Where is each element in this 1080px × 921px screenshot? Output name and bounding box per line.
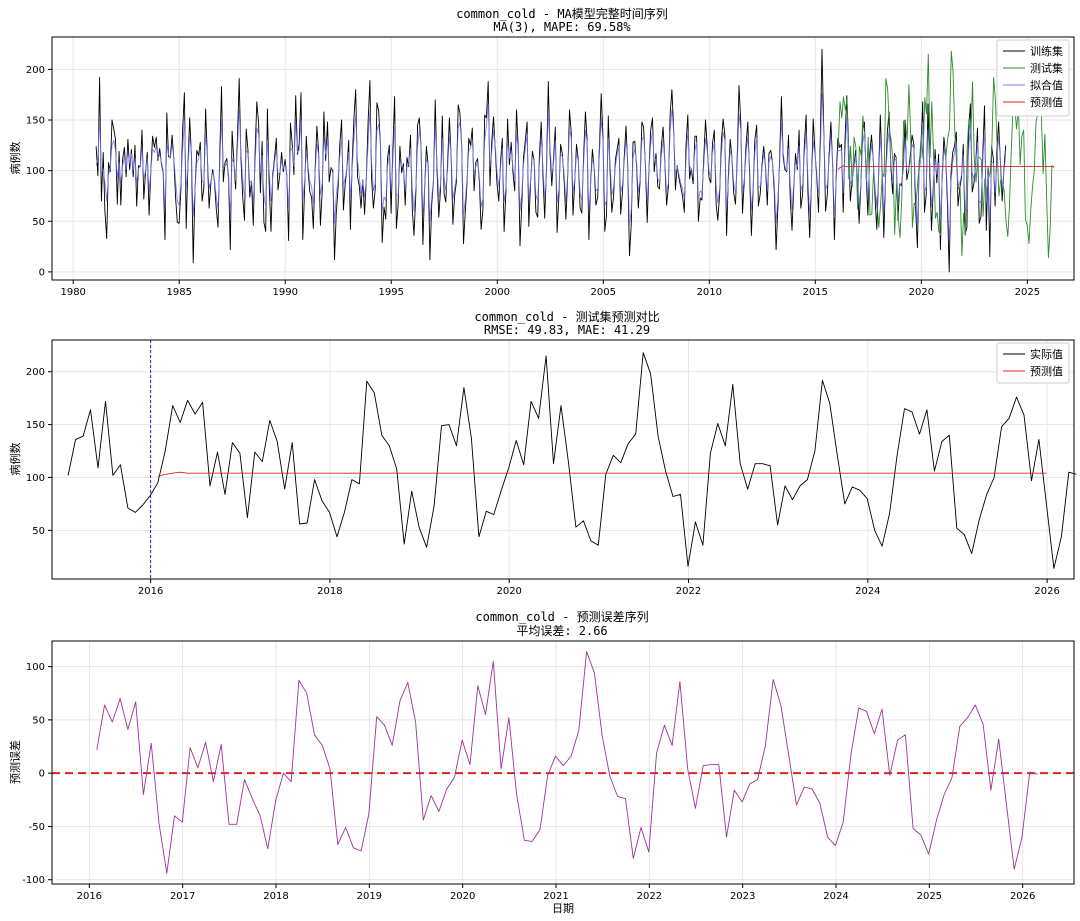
x-tick-label: 2020: [450, 891, 475, 902]
plot-frame: [51, 339, 1075, 580]
y-tick-label: -50: [29, 822, 45, 833]
legend-label-test: 测试集: [1030, 61, 1063, 75]
grid: [52, 340, 1074, 579]
legend-label-forecast: 预测值: [1030, 365, 1063, 378]
x-tick-label: 1980: [60, 287, 85, 298]
x-tick-label: 2021: [543, 891, 568, 902]
legend: 训练集 测试集 拟合值 预测值: [996, 39, 1070, 117]
x-tick-label: 2005: [591, 287, 616, 298]
y-axis-label: 预测误差: [8, 740, 22, 784]
y-axis-label: 病例数: [8, 142, 22, 175]
x-tick-label: 2019: [357, 891, 382, 902]
x-tick-label: 2023: [730, 891, 755, 902]
y-axis-label: 病例数: [8, 443, 22, 476]
legend-box: [996, 39, 1070, 117]
y-tick-label: 100: [26, 662, 45, 673]
y-tick-label: 100: [26, 166, 45, 177]
series-layer: [95, 48, 1055, 273]
legend: 实际值 预测值: [996, 342, 1070, 384]
chart-title: common_cold - MA模型完整时间序列: [456, 6, 668, 21]
x-tick-label: 2024: [855, 586, 880, 597]
x-tick-label: 2022: [676, 586, 701, 597]
x-tick-label: 2018: [317, 586, 342, 597]
panel-error-series: common_cold - 预测误差序列 平均误差: 2.66 2016 2017…: [8, 609, 1075, 915]
x-tick-label: 2017: [170, 891, 195, 902]
x-tick-label: 2020: [909, 287, 934, 298]
x-tick-label: 2016: [138, 586, 163, 597]
series-layer: [67, 340, 1077, 579]
x-tick-label: 2025: [917, 891, 942, 902]
axis-ticks: 2016 2018 2020 2022 2024 2026 50 100 150 200: [26, 367, 1060, 597]
x-tick-label: 2018: [263, 891, 288, 902]
panel-test-comparison: common_cold - 测试集预测对比 RMSE: 49.83, MAE: …: [8, 309, 1077, 597]
plot-frame: [51, 36, 1075, 281]
x-tick-label: 1995: [379, 287, 404, 298]
chart-subtitle: RMSE: 49.83, MAE: 41.29: [484, 323, 650, 337]
chart-title: common_cold - 预测误差序列: [475, 609, 648, 624]
x-tick-label: 1985: [166, 287, 191, 298]
legend-box: [996, 342, 1070, 384]
legend-label-forecast: 预测值: [1030, 96, 1063, 109]
chart-title: common_cold - 测试集预测对比: [474, 309, 659, 324]
y-tick-label: 150: [26, 420, 45, 431]
y-tick-label: 100: [26, 473, 45, 484]
y-tick-label: -100: [22, 875, 45, 886]
series-layer: [52, 651, 1074, 874]
panel-full-series: common_cold - MA模型完整时间序列 MA(3), MAPE: 69…: [8, 6, 1075, 298]
x-tick-label: 2026: [1010, 891, 1035, 902]
plot-frame: [51, 640, 1075, 885]
y-tick-label: 50: [32, 715, 45, 726]
x-tick-label: 2015: [803, 287, 828, 298]
legend-label-actual: 实际值: [1030, 347, 1063, 361]
y-tick-label: 200: [26, 367, 45, 378]
grid: [52, 641, 1074, 884]
y-tick-label: 50: [32, 217, 45, 228]
y-tick-label: 50: [32, 526, 45, 537]
x-tick-label: 2024: [823, 891, 848, 902]
x-tick-label: 2016: [77, 891, 102, 902]
chart-subtitle: 平均误差: 2.66: [516, 624, 607, 638]
y-tick-label: 150: [26, 116, 45, 127]
x-tick-label: 1990: [273, 287, 298, 298]
x-tick-label: 2010: [697, 287, 722, 298]
axis-ticks: 1980 1985 1990 1995 2000 2005 2010 2015 2020 2025…: [26, 65, 1040, 298]
x-axis-label: 日期: [552, 902, 574, 915]
legend-label-train: 训练集: [1030, 44, 1063, 58]
x-tick-label: 2000: [485, 287, 510, 298]
y-tick-label: 0: [39, 267, 45, 278]
y-tick-label: 200: [26, 65, 45, 76]
x-tick-label: 2026: [1034, 586, 1059, 597]
x-tick-label: 2025: [1015, 287, 1040, 298]
series-line-0: [67, 352, 1077, 569]
y-tick-label: 0: [39, 769, 45, 780]
x-tick-label: 2022: [637, 891, 662, 902]
legend-label-fitted: 拟合值: [1030, 78, 1063, 92]
series-line-0: [96, 651, 1038, 874]
x-tick-label: 2020: [496, 586, 521, 597]
series-line-1: [157, 471, 1047, 477]
chart-subtitle: MA(3), MAPE: 69.58%: [493, 20, 631, 34]
series-line-3: [837, 165, 1054, 170]
axis-ticks: 2016 2017 2018 2019 2020 2021 2022 2023 2024 2025…: [22, 662, 1035, 902]
